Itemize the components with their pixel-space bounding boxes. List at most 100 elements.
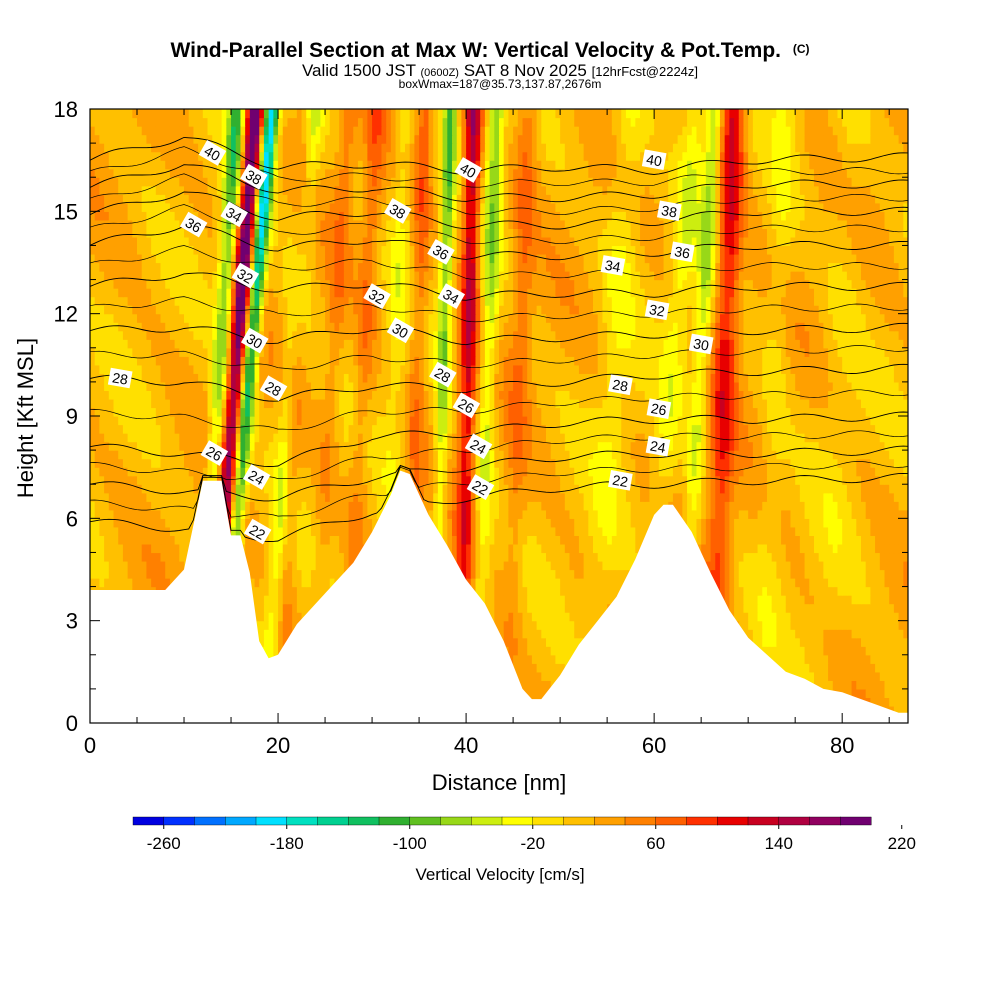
- velocity-cell: [381, 475, 387, 485]
- velocity-cell: [254, 484, 260, 494]
- velocity-cell: [508, 543, 514, 554]
- velocity-cell: [879, 484, 886, 494]
- velocity-cell: [889, 612, 895, 622]
- velocity-cell: [795, 578, 801, 588]
- velocity-cell: [137, 484, 143, 494]
- velocity-cell: [870, 484, 876, 494]
- chart-subtitle: Valid 1500 JST (0600Z) SAT 8 Nov 2025 [1…: [302, 61, 698, 80]
- velocity-cell: [108, 569, 115, 579]
- velocity-cell: [842, 484, 848, 494]
- velocity-cell: [837, 509, 843, 519]
- velocity-cell: [715, 526, 721, 536]
- velocity-cell: [790, 586, 796, 596]
- velocity-cell: [593, 586, 599, 596]
- velocity-cell: [766, 620, 773, 630]
- velocity-cell: [611, 484, 618, 494]
- velocity-cell: [846, 560, 853, 571]
- velocity-cell: [611, 578, 618, 588]
- velocity-cell: [461, 526, 467, 536]
- velocity-cell: [475, 509, 481, 519]
- velocity-cell: [560, 492, 566, 502]
- velocity-cell: [799, 612, 806, 622]
- velocity-cell: [813, 680, 820, 690]
- velocity-cell: [602, 578, 608, 588]
- velocity-cell: [875, 578, 881, 588]
- velocity-cell: [296, 509, 303, 519]
- velocity-cell: [776, 586, 782, 596]
- velocity-cell: [480, 509, 486, 519]
- velocity-cell: [113, 569, 119, 579]
- velocity-cell: [160, 578, 166, 588]
- velocity-cell: [522, 595, 528, 605]
- velocity-cell: [296, 535, 303, 545]
- velocity-cell: [315, 509, 321, 519]
- velocity-cell: [611, 535, 618, 545]
- velocity-cell: [771, 560, 777, 571]
- velocity-cell: [903, 612, 908, 622]
- velocity-cell: [578, 595, 585, 605]
- velocity-cell: [776, 637, 782, 647]
- velocity-cell: [184, 518, 190, 528]
- velocity-cell: [419, 484, 425, 494]
- velocity-cell: [870, 492, 876, 502]
- velocity-cell: [809, 526, 815, 536]
- velocity-cell: [137, 543, 143, 554]
- velocity-cell: [550, 654, 557, 664]
- velocity-cell: [249, 552, 256, 562]
- velocity-cell: [508, 475, 514, 485]
- velocity-cell: [762, 543, 768, 554]
- velocity-cell: [729, 526, 735, 536]
- velocity-cell: [635, 518, 641, 528]
- velocity-cell: [160, 475, 166, 485]
- velocity-cell: [781, 646, 787, 656]
- velocity-cell: [292, 535, 298, 545]
- velocity-cell: [710, 509, 716, 519]
- velocity-cell: [809, 501, 815, 511]
- velocity-cell: [513, 509, 519, 519]
- velocity-cell: [809, 535, 815, 545]
- velocity-cell: [893, 526, 900, 536]
- velocity-cell: [334, 526, 340, 536]
- velocity-cell: [879, 680, 886, 690]
- velocity-cell: [762, 603, 768, 613]
- velocity-cell: [734, 501, 740, 511]
- velocity-cell: [762, 492, 768, 502]
- velocity-cell: [513, 646, 519, 656]
- velocity-cell: [785, 501, 792, 511]
- velocity-cell: [527, 535, 533, 545]
- velocity-cell: [292, 603, 298, 613]
- velocity-cell: [517, 671, 524, 681]
- velocity-cell: [146, 492, 152, 502]
- velocity-cell: [499, 475, 505, 485]
- velocity-cell: [503, 595, 509, 605]
- velocity-cell: [889, 543, 895, 554]
- velocity-cell: [94, 560, 100, 571]
- velocity-cell: [860, 663, 867, 673]
- velocity-cell: [611, 526, 618, 536]
- velocity-cell: [710, 569, 716, 579]
- velocity-cell: [593, 595, 599, 605]
- velocity-cell: [748, 518, 754, 528]
- velocity-cell: [325, 560, 331, 571]
- velocity-cell: [536, 646, 542, 656]
- velocity-cell: [273, 492, 279, 502]
- velocity-cell: [616, 509, 622, 519]
- velocity-cell: [738, 535, 745, 545]
- velocity-cell: [231, 518, 237, 528]
- velocity-cell: [254, 595, 260, 605]
- velocity-cell: [809, 612, 815, 622]
- velocity-cell: [719, 509, 726, 519]
- velocity-cell: [715, 501, 721, 511]
- velocity-cell: [146, 569, 152, 579]
- velocity-cell: [677, 492, 683, 502]
- velocity-cell: [531, 603, 538, 613]
- velocity-cell: [527, 663, 533, 673]
- velocity-cell: [884, 526, 890, 536]
- velocity-cell: [832, 501, 839, 511]
- velocity-cell: [804, 646, 810, 656]
- velocity-cell: [837, 526, 843, 536]
- velocity-cell: [160, 484, 166, 494]
- velocity-cell: [752, 603, 759, 613]
- velocity-cell: [499, 526, 505, 536]
- velocity-cell: [456, 560, 462, 571]
